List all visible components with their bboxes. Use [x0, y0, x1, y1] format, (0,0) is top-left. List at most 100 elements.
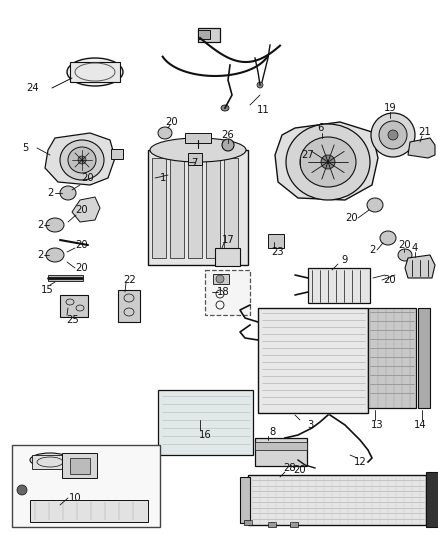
Text: 6: 6 [317, 123, 323, 133]
Bar [268, 522, 276, 527]
Text: 17: 17 [222, 235, 234, 245]
Polygon shape [45, 133, 115, 185]
Text: 22: 22 [124, 275, 136, 285]
Polygon shape [405, 255, 435, 278]
Polygon shape [72, 197, 100, 222]
Text: 23: 23 [272, 247, 284, 257]
Text: 16: 16 [198, 430, 212, 440]
Text: 21: 21 [419, 127, 431, 137]
Text: 19: 19 [384, 103, 396, 113]
Bar [188, 158, 202, 258]
Ellipse shape [321, 155, 335, 169]
Bar [198, 30, 210, 39]
Text: 2: 2 [37, 220, 43, 230]
Text: 25: 25 [67, 315, 79, 325]
Text: 15: 15 [41, 285, 53, 295]
Bar [12, 445, 160, 527]
Ellipse shape [257, 82, 263, 88]
Ellipse shape [150, 138, 246, 162]
Ellipse shape [158, 127, 172, 139]
Bar [70, 458, 90, 474]
Text: 10: 10 [69, 493, 81, 503]
Bar [213, 274, 229, 284]
Text: 5: 5 [22, 143, 28, 153]
Bar [158, 390, 253, 455]
Ellipse shape [388, 130, 398, 140]
Ellipse shape [379, 121, 407, 149]
Bar [148, 150, 248, 265]
Bar [290, 522, 298, 527]
Text: 4: 4 [412, 243, 418, 253]
Bar [170, 158, 184, 258]
Bar [255, 442, 307, 450]
Text: 20: 20 [384, 275, 396, 285]
Text: 20: 20 [346, 213, 358, 223]
Bar [111, 149, 123, 159]
Text: 24: 24 [27, 83, 39, 93]
Bar [118, 290, 140, 322]
Text: 20: 20 [76, 205, 88, 215]
Text: 8: 8 [269, 427, 275, 437]
Ellipse shape [60, 186, 76, 200]
Text: 1: 1 [160, 173, 166, 183]
Text: 27: 27 [302, 150, 314, 160]
Bar [426, 472, 438, 527]
Text: 20: 20 [82, 173, 94, 183]
Bar [248, 475, 426, 525]
Text: 12: 12 [353, 457, 366, 467]
Text: 20: 20 [294, 465, 306, 475]
Text: 14: 14 [413, 420, 426, 430]
Bar [255, 438, 307, 466]
Bar [368, 308, 416, 408]
Bar [188, 153, 202, 165]
Text: 28: 28 [284, 463, 297, 473]
Text: 20: 20 [399, 240, 411, 250]
Text: 11: 11 [257, 105, 269, 115]
Bar [418, 308, 430, 408]
Ellipse shape [68, 147, 96, 173]
Bar [152, 158, 166, 258]
Bar [215, 248, 240, 266]
Bar [198, 28, 220, 42]
Bar [308, 268, 370, 303]
Text: 13: 13 [371, 420, 383, 430]
Ellipse shape [222, 139, 234, 151]
Bar [62, 453, 97, 478]
Ellipse shape [78, 156, 86, 164]
Text: 20: 20 [166, 117, 178, 127]
Polygon shape [275, 122, 378, 200]
Bar [48, 275, 83, 281]
Ellipse shape [60, 140, 104, 180]
Text: 2: 2 [47, 188, 53, 198]
Bar [268, 234, 284, 248]
Ellipse shape [46, 248, 64, 262]
Text: 3: 3 [307, 420, 313, 430]
Ellipse shape [367, 198, 383, 212]
Bar [258, 308, 368, 413]
Bar [244, 520, 252, 525]
Ellipse shape [286, 124, 370, 200]
Ellipse shape [30, 453, 70, 467]
Ellipse shape [216, 275, 224, 283]
Text: 9: 9 [342, 255, 348, 265]
Bar [185, 133, 211, 143]
Text: 18: 18 [217, 287, 230, 297]
Bar [295, 165, 317, 179]
Bar [240, 477, 250, 523]
Text: 2: 2 [369, 245, 375, 255]
Text: 2: 2 [37, 250, 43, 260]
Text: 26: 26 [222, 130, 234, 140]
Bar [32, 455, 68, 469]
Ellipse shape [17, 485, 27, 495]
Ellipse shape [300, 137, 356, 187]
Bar [70, 62, 120, 82]
Bar [224, 158, 238, 258]
Text: 20: 20 [76, 263, 88, 273]
Ellipse shape [398, 249, 412, 261]
Ellipse shape [46, 218, 64, 232]
Ellipse shape [380, 231, 396, 245]
Ellipse shape [221, 105, 229, 111]
Ellipse shape [67, 58, 123, 86]
Bar [60, 295, 88, 317]
Polygon shape [408, 138, 435, 158]
